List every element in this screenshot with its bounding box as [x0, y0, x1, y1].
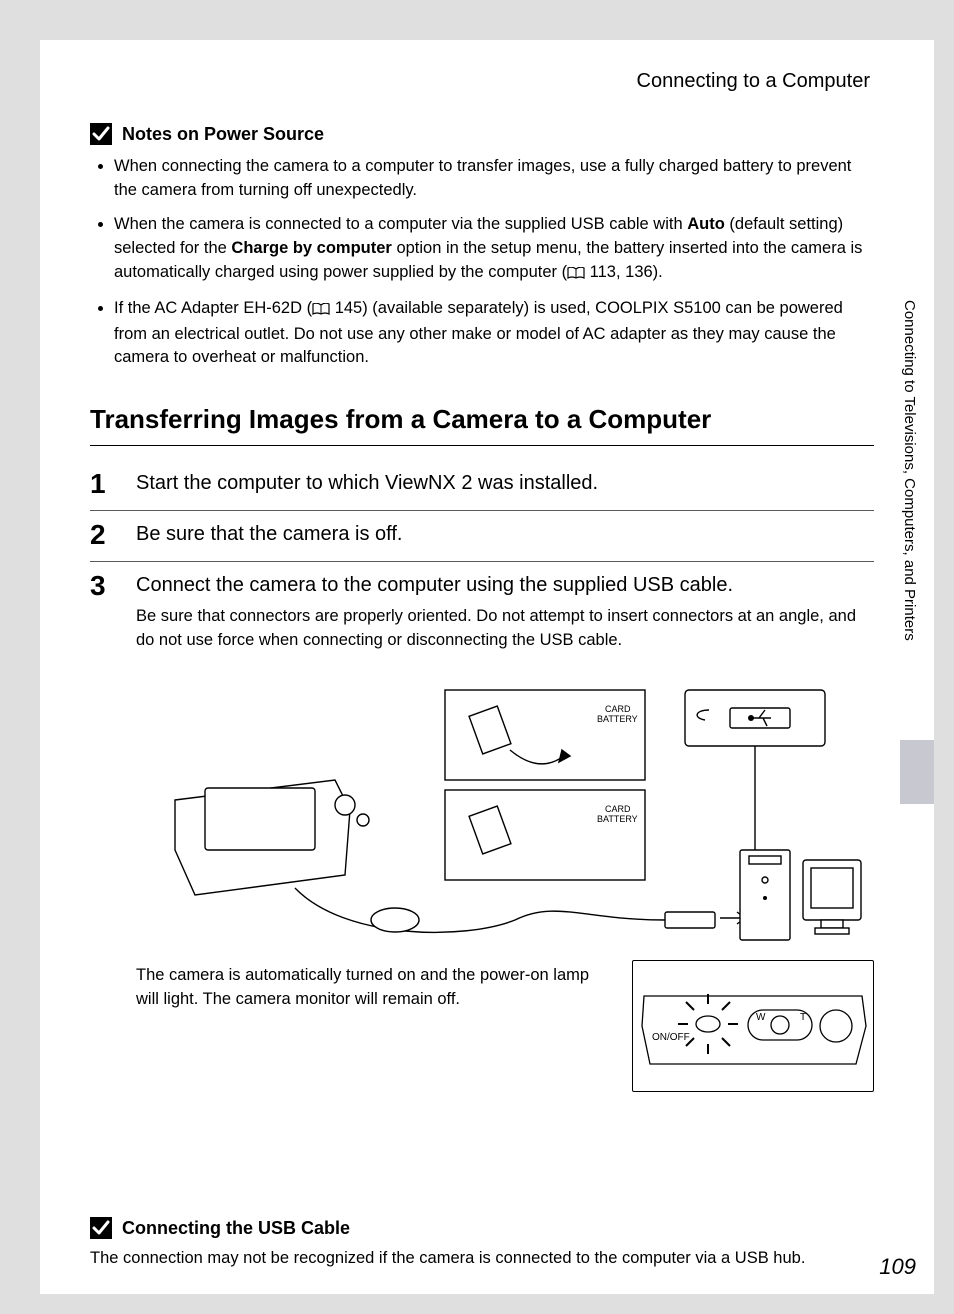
- note-bullet: If the AC Adapter EH-62D ( 145) (availab…: [114, 297, 874, 371]
- running-header: Connecting to a Computer: [90, 70, 874, 93]
- step-item: 3 Connect the camera to the computer usi…: [90, 562, 874, 1103]
- note-text: If the AC Adapter EH-62D (: [114, 299, 312, 317]
- steps-list: 1 Start the computer to which ViewNX 2 w…: [90, 460, 874, 1103]
- checkbox-icon: [90, 1217, 112, 1239]
- note-header-power: Notes on Power Source: [90, 123, 874, 145]
- note-text: When connecting the camera to a computer…: [114, 157, 851, 199]
- step-subtext: Be sure that connectors are properly ori…: [136, 605, 874, 653]
- step-item: 1 Start the computer to which ViewNX 2 w…: [90, 460, 874, 511]
- step-number: 3: [90, 572, 118, 1091]
- page-ref-icon: [567, 263, 585, 287]
- thumb-tab: [900, 740, 934, 804]
- note-bullet: When the camera is connected to a comput…: [114, 213, 874, 287]
- note-bold: Charge by computer: [231, 239, 391, 257]
- checkbox-icon: [90, 123, 112, 145]
- step-text: Start the computer to which ViewNX 2 was…: [136, 472, 874, 495]
- note-list-power: When connecting the camera to a computer…: [90, 155, 874, 370]
- usb-connection-diagram: CARD BATTERY CARD BATTERY: [145, 670, 865, 950]
- svg-text:BATTERY: BATTERY: [597, 814, 638, 824]
- power-lamp-diagram: ON/OFF W T: [632, 960, 874, 1092]
- step-number: 2: [90, 521, 118, 549]
- page-number: 109: [879, 1254, 916, 1280]
- svg-text:CARD: CARD: [605, 704, 631, 714]
- page-ref-icon: [312, 299, 330, 323]
- svg-text:ON/OFF: ON/OFF: [652, 1032, 690, 1043]
- note-header-usb: Connecting the USB Cable: [90, 1217, 874, 1239]
- note-text: 113, 136).: [585, 263, 663, 281]
- svg-text:T: T: [800, 1012, 806, 1023]
- step-text: Be sure that the camera is off.: [136, 523, 874, 546]
- section-title: Transferring Images from a Camera to a C…: [90, 404, 874, 446]
- diagram-svg: CARD BATTERY CARD BATTERY: [145, 670, 865, 950]
- svg-text:W: W: [756, 1012, 766, 1023]
- step-number: 1: [90, 470, 118, 498]
- note-body-usb: The connection may not be recognized if …: [90, 1249, 874, 1268]
- step-text: Connect the camera to the computer using…: [136, 574, 874, 597]
- note-title-usb: Connecting the USB Cable: [122, 1218, 350, 1239]
- svg-text:CARD: CARD: [605, 804, 631, 814]
- power-on-row: The camera is automatically turned on an…: [136, 960, 874, 1092]
- side-chapter-label: Connecting to Televisions, Computers, an…: [901, 300, 918, 641]
- note-bullet: When connecting the camera to a computer…: [114, 155, 874, 203]
- step-item: 2 Be sure that the camera is off.: [90, 511, 874, 562]
- step-aftertext: The camera is automatically turned on an…: [136, 960, 612, 1012]
- note-text: When the camera is connected to a comput…: [114, 215, 687, 233]
- note-usb-section: Connecting the USB Cable The connection …: [90, 1177, 874, 1268]
- note-title-power: Notes on Power Source: [122, 124, 324, 145]
- svg-text:BATTERY: BATTERY: [597, 714, 638, 724]
- note-bold: Auto: [687, 215, 725, 233]
- manual-page: Connecting to a Computer Notes on Power …: [40, 40, 934, 1294]
